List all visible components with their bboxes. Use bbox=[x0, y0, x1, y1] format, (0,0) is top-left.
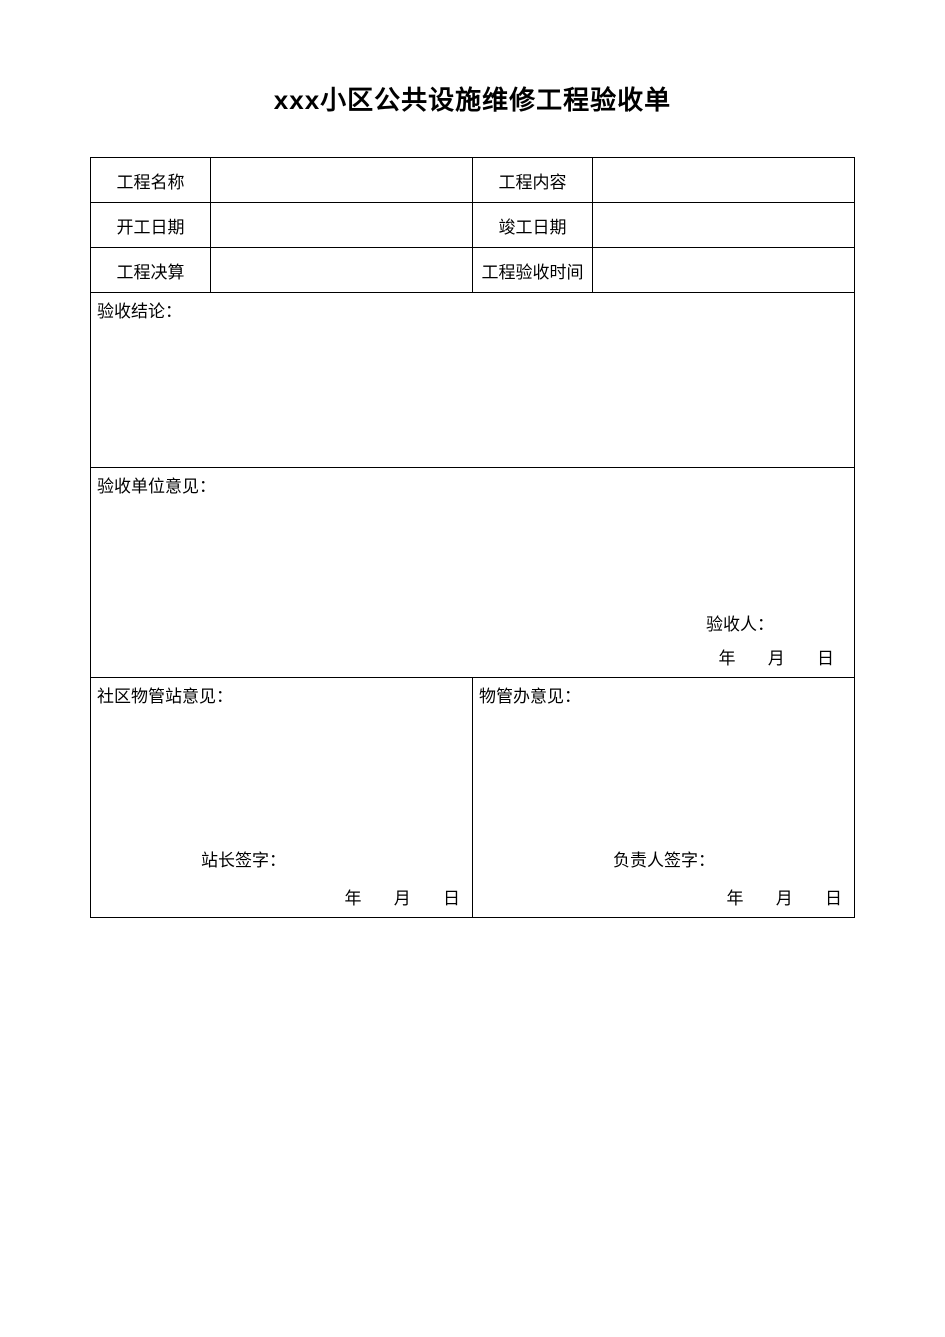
label-final-account: 工程决算 bbox=[91, 248, 211, 293]
label-start-date: 开工日期 bbox=[91, 203, 211, 248]
table-row: 工程决算 工程验收时间 bbox=[91, 248, 855, 293]
label-project-name: 工程名称 bbox=[91, 158, 211, 203]
value-project-content[interactable] bbox=[593, 158, 855, 203]
value-start-date[interactable] bbox=[211, 203, 473, 248]
responsible-sign-label: 负责人签字： bbox=[613, 846, 715, 871]
year-label: 年 bbox=[727, 884, 744, 909]
page-title: xxx小区公共设施维修工程验收单 bbox=[90, 80, 855, 117]
value-completion-date[interactable] bbox=[593, 203, 855, 248]
acceptance-form-table: 工程名称 工程内容 开工日期 竣工日期 工程决算 工程验收时间 验收结论： bbox=[90, 157, 855, 918]
day-label: 日 bbox=[817, 644, 834, 669]
table-row: 验收单位意见： 验收人： 年 月 日 bbox=[91, 468, 855, 678]
conclusion-cell[interactable]: 验收结论： bbox=[91, 293, 855, 468]
month-label: 月 bbox=[394, 884, 411, 909]
community-station-date: 年 月 日 bbox=[345, 884, 461, 909]
value-acceptance-time[interactable] bbox=[593, 248, 855, 293]
table-row: 验收结论： bbox=[91, 293, 855, 468]
station-master-sign-label: 站长签字： bbox=[201, 846, 286, 871]
property-office-label: 物管办意见： bbox=[479, 687, 581, 706]
unit-opinion-cell[interactable]: 验收单位意见： 验收人： 年 月 日 bbox=[91, 468, 855, 678]
value-final-account[interactable] bbox=[211, 248, 473, 293]
table-row: 工程名称 工程内容 bbox=[91, 158, 855, 203]
label-project-content: 工程内容 bbox=[473, 158, 593, 203]
day-label: 日 bbox=[443, 884, 460, 909]
value-project-name[interactable] bbox=[211, 158, 473, 203]
community-station-cell[interactable]: 社区物管站意见： 站长签字： 年 月 日 bbox=[91, 678, 473, 918]
table-row: 社区物管站意见： 站长签字： 年 月 日 物管办意见： 负责人签字： 年 月 日 bbox=[91, 678, 855, 918]
month-label: 月 bbox=[768, 644, 785, 669]
unit-opinion-date: 年 月 日 bbox=[719, 644, 835, 669]
inspector-label: 验收人： bbox=[706, 610, 774, 635]
unit-opinion-label: 验收单位意见： bbox=[97, 477, 216, 496]
table-row: 开工日期 竣工日期 bbox=[91, 203, 855, 248]
property-office-cell[interactable]: 物管办意见： 负责人签字： 年 月 日 bbox=[473, 678, 855, 918]
community-station-label: 社区物管站意见： bbox=[97, 687, 233, 706]
year-label: 年 bbox=[719, 644, 736, 669]
label-completion-date: 竣工日期 bbox=[473, 203, 593, 248]
day-label: 日 bbox=[825, 884, 842, 909]
label-acceptance-time: 工程验收时间 bbox=[473, 248, 593, 293]
month-label: 月 bbox=[776, 884, 793, 909]
conclusion-label: 验收结论： bbox=[97, 302, 182, 321]
property-office-date: 年 月 日 bbox=[727, 884, 843, 909]
year-label: 年 bbox=[345, 884, 362, 909]
